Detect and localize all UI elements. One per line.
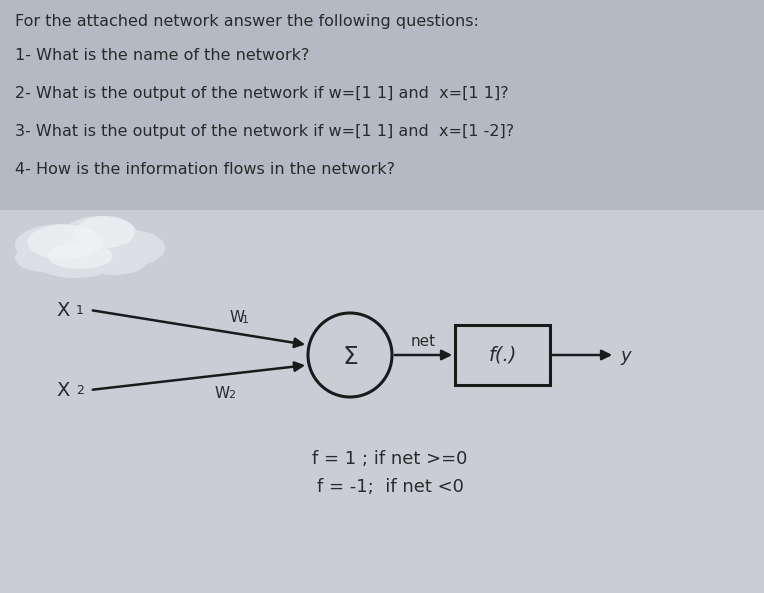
Ellipse shape bbox=[35, 246, 115, 278]
Text: W: W bbox=[215, 385, 230, 400]
Ellipse shape bbox=[95, 230, 165, 266]
Text: 1: 1 bbox=[242, 315, 249, 325]
Text: 2: 2 bbox=[76, 384, 84, 397]
Ellipse shape bbox=[83, 245, 147, 275]
Ellipse shape bbox=[75, 216, 135, 248]
Text: 3- What is the output of the network if w=[1 1] and  x=[1 -2]?: 3- What is the output of the network if … bbox=[15, 124, 514, 139]
Text: X: X bbox=[57, 381, 70, 400]
Text: W: W bbox=[230, 311, 245, 326]
Text: 2: 2 bbox=[228, 390, 235, 400]
Text: X: X bbox=[57, 301, 70, 320]
FancyBboxPatch shape bbox=[0, 210, 764, 593]
Text: f = -1;  if net <0: f = -1; if net <0 bbox=[316, 478, 464, 496]
Text: f(.): f(.) bbox=[488, 346, 516, 365]
Text: 4- How is the information flows in the network?: 4- How is the information flows in the n… bbox=[15, 162, 395, 177]
Ellipse shape bbox=[15, 244, 75, 272]
Text: 1- What is the name of the network?: 1- What is the name of the network? bbox=[15, 48, 309, 63]
FancyBboxPatch shape bbox=[0, 0, 764, 210]
Text: 1: 1 bbox=[76, 304, 84, 317]
Ellipse shape bbox=[63, 216, 138, 254]
Text: net: net bbox=[411, 334, 436, 349]
Ellipse shape bbox=[15, 224, 105, 266]
Text: f = 1 ; if net >=0: f = 1 ; if net >=0 bbox=[312, 450, 468, 468]
Ellipse shape bbox=[28, 225, 102, 260]
Text: Σ: Σ bbox=[342, 345, 358, 369]
Ellipse shape bbox=[47, 243, 112, 269]
Text: For the attached network answer the following questions:: For the attached network answer the foll… bbox=[15, 14, 479, 29]
Text: y: y bbox=[620, 347, 630, 365]
Text: 2- What is the output of the network if w=[1 1] and  x=[1 1]?: 2- What is the output of the network if … bbox=[15, 86, 509, 101]
